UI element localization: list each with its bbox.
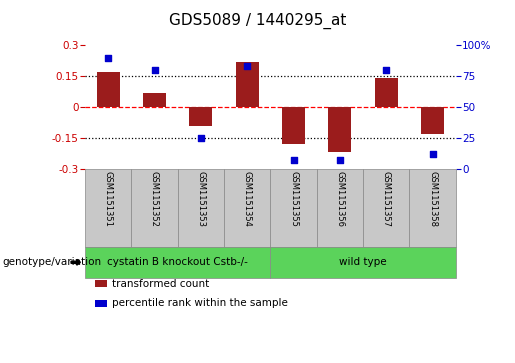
Text: GSM1151354: GSM1151354 <box>243 171 252 227</box>
Point <box>428 151 437 157</box>
Text: GSM1151355: GSM1151355 <box>289 171 298 227</box>
Text: transformed count: transformed count <box>112 278 209 289</box>
Point <box>382 67 390 73</box>
Bar <box>143 93 166 107</box>
Bar <box>282 107 305 144</box>
Text: GSM1151357: GSM1151357 <box>382 171 391 227</box>
Point <box>104 55 112 61</box>
Text: GSM1151352: GSM1151352 <box>150 171 159 227</box>
Text: GSM1151351: GSM1151351 <box>104 171 113 227</box>
Text: percentile rank within the sample: percentile rank within the sample <box>112 298 288 309</box>
Bar <box>374 78 398 107</box>
Bar <box>97 72 119 107</box>
Bar <box>235 62 259 107</box>
Point <box>336 157 344 163</box>
Text: GSM1151356: GSM1151356 <box>335 171 345 227</box>
Bar <box>421 107 444 134</box>
Text: cystatin B knockout Cstb-/-: cystatin B knockout Cstb-/- <box>107 257 248 267</box>
Text: GDS5089 / 1440295_at: GDS5089 / 1440295_at <box>169 13 346 29</box>
Text: GSM1151358: GSM1151358 <box>428 171 437 227</box>
Point <box>289 157 298 163</box>
Point <box>197 135 205 141</box>
Bar <box>189 107 212 126</box>
Text: genotype/variation: genotype/variation <box>3 257 101 267</box>
Point <box>150 67 159 73</box>
Text: GSM1151353: GSM1151353 <box>196 171 205 227</box>
Text: wild type: wild type <box>339 257 387 267</box>
Point <box>243 64 251 69</box>
Bar <box>328 107 351 152</box>
